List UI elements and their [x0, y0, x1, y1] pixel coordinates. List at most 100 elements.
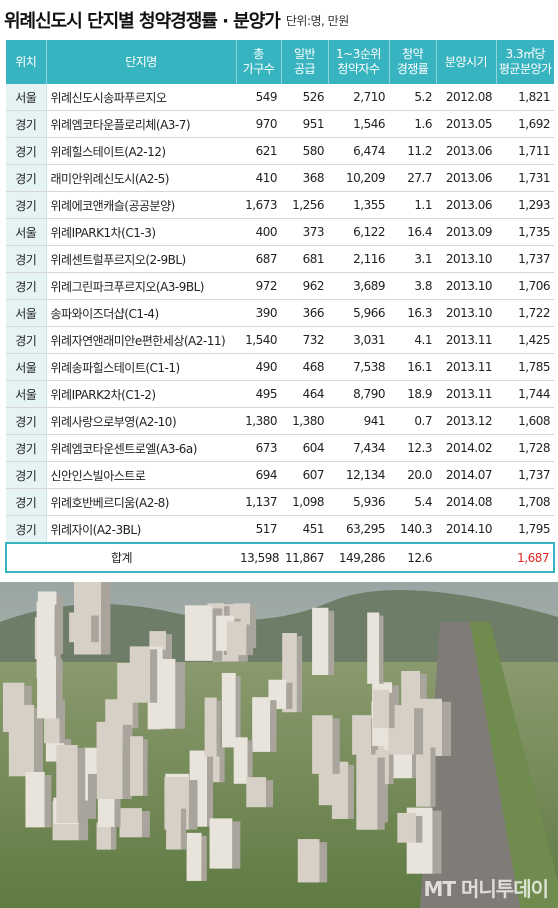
cell-households: 694 — [236, 461, 281, 489]
cell-households: 972 — [236, 272, 281, 300]
cell-region: 경기 — [6, 272, 47, 300]
cell-name: 위례신도시송파푸르지오 — [46, 84, 236, 111]
cell-households: 410 — [236, 164, 281, 192]
building-side-shape — [270, 700, 277, 752]
header-households: 총 가구수 — [236, 40, 282, 84]
cell-applicants: 7,434 — [328, 434, 389, 462]
building-shape — [186, 832, 202, 881]
header-period: 분양시기 — [436, 40, 497, 84]
cell-applicants: 3,689 — [328, 272, 389, 300]
building-shape — [204, 697, 217, 757]
cell-region: 서울 — [6, 218, 47, 246]
table-row: 경기 위례에코앤캐슬(공공분양) 1,673 1,256 1,355 1.1 2013.06… — [6, 191, 554, 219]
cell-region: 경기 — [6, 137, 47, 165]
table-row: 경기 위례자이(A2-3BL) 517 451 63,295 140.3 2014.10 1,… — [6, 515, 554, 544]
cell-general: 951 — [281, 110, 328, 138]
building-side-shape — [188, 780, 198, 830]
cell-name: 위례힐스테이트(A2-12) — [46, 137, 236, 165]
building-side-shape — [432, 810, 442, 874]
watermark: MT 머니투데이 — [423, 877, 549, 901]
building-shape — [117, 662, 133, 729]
data-table: 위치 단지명 총 가구수 일반 공급 1~3순위 청약자수 청약 경쟁률 분양시기 3.… — [5, 40, 555, 573]
cell-households: 1,380 — [236, 407, 281, 435]
table-row: 경기 위례자연앤래미안e편한세상(A2-11) 1,540 732 3,031 4.1 20… — [6, 326, 554, 354]
header-region: 위치 — [6, 40, 47, 84]
cell-applicants: 1,546 — [328, 110, 389, 138]
cell-households: 490 — [236, 353, 281, 381]
cell-region: 서울 — [6, 299, 47, 327]
total-price: 1,687 — [496, 542, 555, 573]
cell-region: 경기 — [6, 515, 47, 544]
cell-households: 673 — [236, 434, 281, 462]
table-row: 경기 위례그린파크푸르지오(A3-9BL) 972 962 3,689 3.8 2013.1… — [6, 272, 554, 300]
cell-rate: 4.1 — [389, 326, 436, 354]
building-shape — [226, 621, 247, 656]
building-side-shape — [34, 707, 43, 777]
cell-name: 위례자연앤래미안e편한세상(A2-11) — [46, 326, 236, 354]
building-shape — [184, 605, 213, 661]
table-row: 경기 위례사랑으로부영(A2-10) 1,380 1,380 941 0.7 2013.12… — [6, 407, 554, 435]
cell-applicants: 5,966 — [328, 299, 389, 327]
cell-applicants: 2,116 — [328, 245, 389, 273]
cell-households: 400 — [236, 218, 281, 246]
building-side-shape — [141, 811, 150, 838]
cell-applicants: 941 — [328, 407, 389, 435]
cell-rate: 5.2 — [389, 84, 436, 111]
cell-name: 신안인스빌아스트로 — [46, 461, 236, 489]
cell-price: 1,795 — [496, 515, 554, 544]
cell-name: 위례엠코타운센트로엘(A3-6a) — [46, 434, 236, 462]
table-row: 서울 위례IPARK1차(C1-3) 400 373 6,122 16.4 2013.09 1… — [6, 218, 554, 246]
header-price: 3.3㎡당 평균분양가 — [496, 40, 554, 84]
cell-region: 경기 — [6, 191, 47, 219]
cell-rate: 0.7 — [389, 407, 436, 435]
cell-price: 1,737 — [496, 245, 554, 273]
cell-period: 2013.09 — [436, 218, 496, 246]
table-row: 서울 위례송파힐스테이트(C1-1) 490 468 7,538 16.1 2013.11 1… — [6, 353, 554, 381]
table-row: 서울 송파와이즈더샵(C1-4) 390 366 5,966 16.3 2013.10 1,7… — [6, 299, 554, 327]
building-side-shape — [55, 659, 63, 719]
building-shape — [352, 715, 372, 755]
cell-period: 2014.10 — [436, 515, 496, 544]
cell-households: 517 — [236, 515, 281, 544]
cell-households: 495 — [236, 380, 281, 408]
building-shape — [166, 805, 181, 850]
cell-applicants: 6,474 — [328, 137, 389, 165]
page-title: 위례신도시 단지별 청약경쟁률 · 분양가 — [4, 11, 281, 32]
table-row: 경기 위례센트럴푸르지오(2-9BL) 687 681 2,116 3.1 2013.10 1… — [6, 245, 554, 273]
cell-price: 1,728 — [496, 434, 554, 462]
total-households: 13,598 — [236, 542, 281, 573]
cell-name: 위례센트럴푸르지오(2-9BL) — [46, 245, 236, 273]
cell-general: 1,380 — [281, 407, 328, 435]
building-shape — [119, 808, 142, 838]
cell-general: 366 — [281, 299, 328, 327]
building-side-shape — [328, 610, 335, 675]
cell-name: 위례IPARK1차(C1-3) — [46, 218, 236, 246]
cell-general: 607 — [281, 461, 328, 489]
building-shape — [297, 839, 320, 883]
cell-period: 2013.10 — [436, 272, 496, 300]
building-side-shape — [180, 808, 187, 850]
cell-households: 1,673 — [236, 191, 281, 219]
cell-rate: 1.6 — [389, 110, 436, 138]
building-side-shape — [235, 675, 241, 748]
cell-general: 468 — [281, 353, 328, 381]
cell-general: 526 — [281, 84, 328, 111]
cell-region: 서울 — [6, 353, 47, 381]
cell-region: 서울 — [6, 84, 47, 111]
cell-name: 위례IPARK2차(C1-2) — [46, 380, 236, 408]
building-shape — [356, 754, 378, 830]
cell-rate: 18.9 — [389, 380, 436, 408]
cell-households: 970 — [236, 110, 281, 138]
building-side-shape — [175, 661, 186, 729]
cell-name: 위례자이(A2-3BL) — [46, 515, 236, 544]
cell-general: 368 — [281, 164, 328, 192]
cell-rate: 5.4 — [389, 488, 436, 516]
building-shape — [416, 744, 431, 807]
header-applicants: 1~3순위 청약자수 — [328, 40, 390, 84]
cell-general: 732 — [281, 326, 328, 354]
cell-region: 서울 — [6, 380, 47, 408]
building-side-shape — [122, 724, 132, 799]
cell-period: 2013.05 — [436, 110, 496, 138]
cell-name: 위례엠코타운플로리체(A3-7) — [46, 110, 236, 138]
cell-price: 1,706 — [496, 272, 554, 300]
